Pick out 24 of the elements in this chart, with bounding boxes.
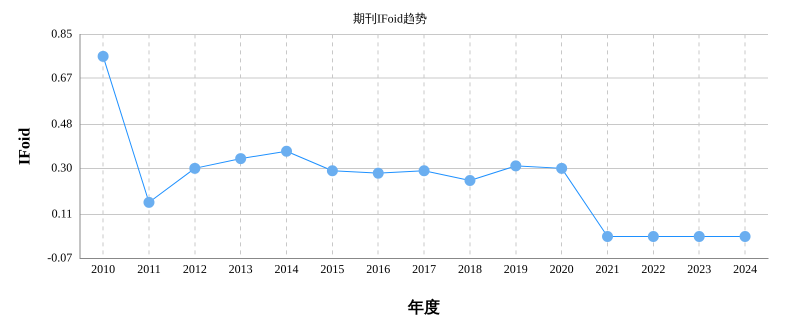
y-tick-label: 0.48 <box>51 116 72 131</box>
x-tick-label: 2021 <box>596 262 620 276</box>
x-tick-label: 2019 <box>504 262 528 276</box>
x-tick-label: 2022 <box>641 262 666 276</box>
y-tick-label: 0.85 <box>51 26 72 41</box>
x-tick-label: 2015 <box>320 262 344 276</box>
x-tick-label: 2016 <box>366 262 390 276</box>
x-tick-label: 2010 <box>91 262 116 276</box>
x-tick-label: 2018 <box>458 262 482 276</box>
y-axis-title: IFoid <box>16 128 34 166</box>
x-tick-label: 2012 <box>182 262 207 276</box>
chart-title: 期刊IFoid趋势 <box>352 11 428 26</box>
x-axis-title: 年度 <box>407 298 440 317</box>
y-tick-label: 0.11 <box>52 206 72 221</box>
x-tick-label: 2013 <box>228 262 253 276</box>
x-tick-label: 2017 <box>412 262 436 276</box>
x-tick-label: 2011 <box>137 262 161 276</box>
x-tick-label: 2020 <box>550 262 574 276</box>
x-tick-label: 2024 <box>733 262 758 276</box>
y-tick-label: -0.07 <box>47 250 72 265</box>
x-tick-label: 2014 <box>274 262 299 276</box>
x-tick-label: 2023 <box>687 262 712 276</box>
y-tick-label: 0.30 <box>51 160 72 174</box>
y-tick-label: 0.67 <box>51 70 72 84</box>
